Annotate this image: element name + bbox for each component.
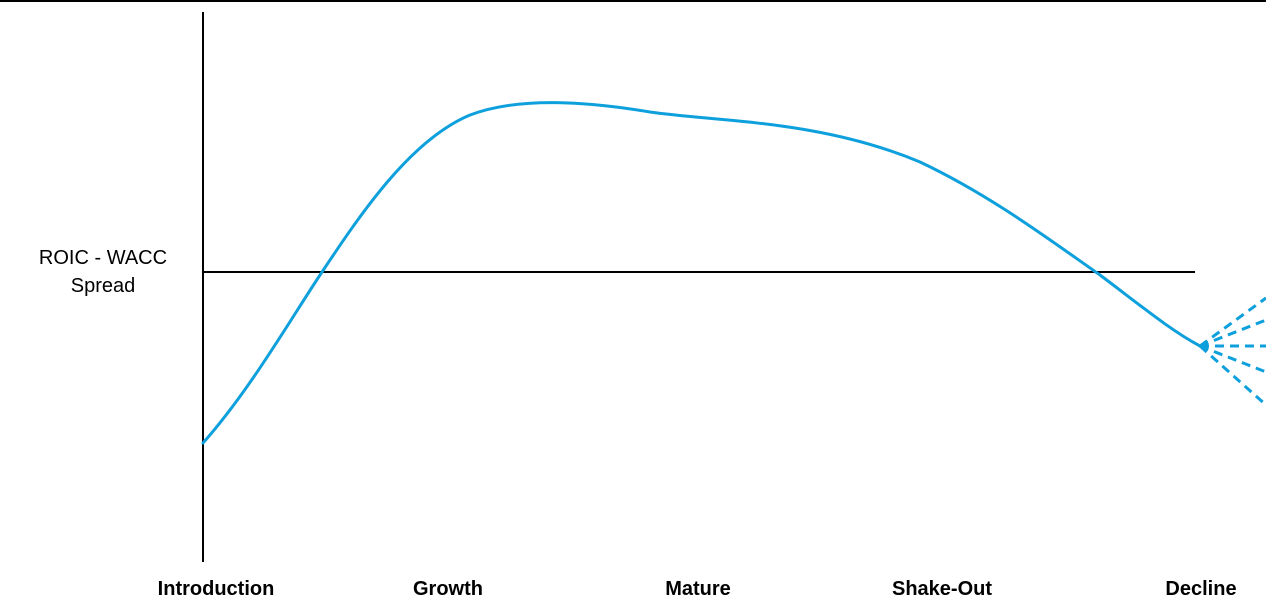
decline-scenario-line-2 — [1199, 318, 1266, 348]
top-border-line — [0, 0, 1266, 2]
decline-scenario-line-1 — [1199, 296, 1266, 348]
stage-label-decline: Decline — [1165, 578, 1237, 600]
stage-label-mature: Mature — [665, 578, 731, 600]
y-axis-label: ROIC - WACC Spread — [0, 244, 206, 300]
stage-label-introduction: Introduction — [157, 578, 275, 600]
stage-label-growth: Growth — [413, 578, 483, 600]
roic-wacc-spread-curve — [201, 101, 1202, 445]
y-axis-label-line-1: ROIC - WACC — [38, 247, 168, 269]
stage-label-shake-out: Shake-Out — [891, 578, 993, 600]
decline-scenario-line-4 — [1199, 344, 1266, 374]
decline-scenario-line-5 — [1199, 344, 1266, 407]
y-axis-label-line-2: Spread — [70, 275, 136, 297]
decline-scenario-fan — [1199, 296, 1266, 407]
